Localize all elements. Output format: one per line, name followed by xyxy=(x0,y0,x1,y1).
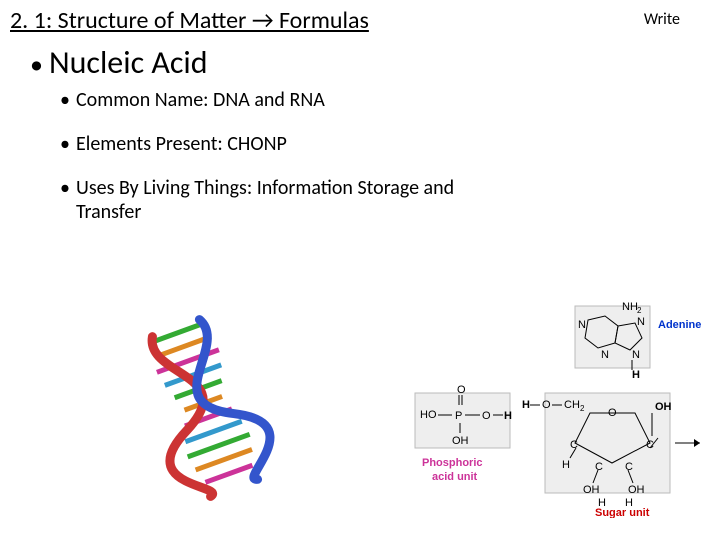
atom-label: N xyxy=(601,349,609,361)
arrow-icon xyxy=(694,439,700,447)
phosphate-label-2: acid unit xyxy=(432,471,478,483)
atom-label: O xyxy=(608,407,617,419)
write-note: Write xyxy=(644,10,680,29)
atom-label: 2 xyxy=(580,404,585,413)
main-topic: • Nucleic Acid xyxy=(30,43,700,82)
slide-title: 2. 1: Structure of Matter → Formulas xyxy=(0,0,720,37)
atom-label: O xyxy=(542,399,551,411)
atom-label: H xyxy=(522,399,530,411)
atom-label: OH xyxy=(452,435,469,447)
bullet-item: Common Name: DNA and RNA xyxy=(60,88,456,112)
nucleotide-diagram: NH 2 N N N N H Adenine O HO P O H OH Pho… xyxy=(400,298,710,518)
topic-text: Nucleic Acid xyxy=(49,43,208,82)
atom-label: N xyxy=(637,316,645,328)
atom-label: 2 xyxy=(637,306,642,315)
atom-label: P xyxy=(455,410,462,422)
bullet-dot: • xyxy=(30,51,43,77)
atom-label: O xyxy=(457,384,466,396)
content-area: • Nucleic Acid Common Name: DNA and RNA … xyxy=(0,43,720,224)
phosphate-label-1: Phosphoric xyxy=(422,457,483,469)
helix-strand-2 xyxy=(174,310,280,488)
bullet-item: Elements Present: CHONP xyxy=(60,132,456,156)
atom-label: N xyxy=(578,319,586,331)
atom-label: OH xyxy=(655,401,672,413)
atom-label: H xyxy=(562,459,570,471)
atom-label: C xyxy=(570,439,578,451)
atom-label: CH xyxy=(564,399,580,411)
atom-label: OH xyxy=(583,484,600,496)
images-row: NH 2 N N N N H Adenine O HO P O H OH Pho… xyxy=(0,298,720,528)
atom-label: H xyxy=(632,369,640,381)
atom-label: H xyxy=(504,410,512,422)
atom-label: N xyxy=(632,349,640,361)
atom-label: C xyxy=(625,461,633,473)
atom-label: HO xyxy=(420,409,437,421)
atom-label: O xyxy=(482,410,491,422)
dna-helix-image xyxy=(130,308,280,508)
atom-label: OH xyxy=(628,484,645,496)
bullet-item: Uses By Living Things: Information Stora… xyxy=(60,176,456,224)
bullet-list: Common Name: DNA and RNA Elements Presen… xyxy=(60,88,700,224)
sugar-label: Sugar unit xyxy=(595,507,650,518)
adenine-label: Adenine xyxy=(658,319,701,331)
atom-label: C xyxy=(595,461,603,473)
atom-label: NH xyxy=(622,301,638,313)
